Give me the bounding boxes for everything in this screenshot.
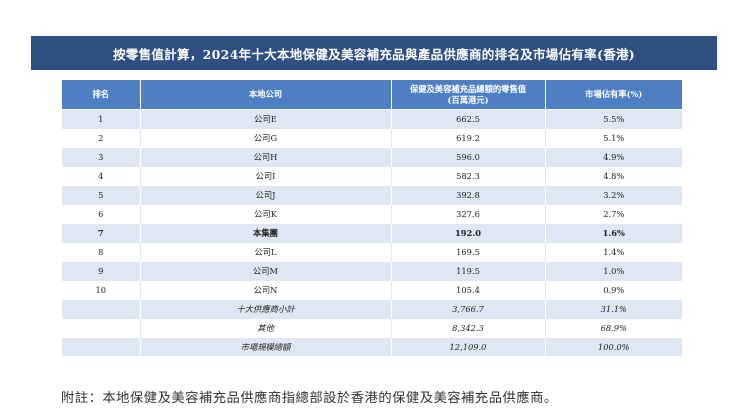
cell-company: 本集團 — [140, 223, 392, 243]
cell-share: 1.4% — [545, 242, 682, 262]
table-row: 9 公司M 119.5 1.0% — [62, 261, 682, 281]
cell-rank — [62, 299, 141, 319]
cell-company: 公司M — [140, 261, 392, 281]
cell-rank: 3 — [62, 147, 141, 167]
header-market-share: 市場佔有率(%) — [545, 80, 682, 110]
footnote: 附註：本地保健及美容補充品供應商指總部設於香港的保健及美容補充品供應商。 — [61, 391, 558, 406]
cell-rank: 10 — [62, 280, 141, 300]
cell-value: 619.2 — [391, 128, 546, 148]
summary-row-total: 市場規模總額 12,109.0 100.0% — [62, 337, 682, 356]
header-retail-value-line1: 保健及美容補充品總額的零售值 — [409, 83, 527, 94]
cell-summary-label: 市場規模總額 — [140, 337, 392, 356]
table-row: 4 公司I 582.3 4.8% — [62, 166, 682, 186]
cell-summary-label: 其他 — [140, 318, 392, 338]
ranking-table: 排名 本地公司 保健及美容補充品總額的零售值 (百萬港元) 市場佔有率(%) 1… — [62, 80, 682, 356]
cell-value: 192.0 — [391, 223, 546, 243]
cell-rank: 5 — [62, 185, 141, 205]
cell-share: 5.5% — [545, 109, 682, 129]
cell-value: 12,109.0 — [391, 337, 546, 356]
cell-value: 169.5 — [391, 242, 546, 262]
table-row: 8 公司L 169.5 1.4% — [62, 242, 682, 262]
table-row: 5 公司J 392.8 3.2% — [62, 185, 682, 205]
cell-share: 0.9% — [545, 280, 682, 300]
table-row: 2 公司G 619.2 5.1% — [62, 128, 682, 148]
summary-row-subtotal: 十大供應商小計 3,766.7 31.1% — [62, 299, 682, 319]
cell-rank: 6 — [62, 204, 141, 224]
cell-company: 公司G — [140, 128, 392, 148]
cell-rank: 8 — [62, 242, 141, 262]
cell-company: 公司H — [140, 147, 392, 167]
table-row: 6 公司K 327.6 2.7% — [62, 204, 682, 224]
table-title: 按零售值計算，2024年十大本地保健及美容補充品與產品供應商的排名及市場佔有率(… — [31, 36, 717, 70]
cell-rank: 9 — [62, 261, 141, 281]
cell-company: 公司L — [140, 242, 392, 262]
cell-summary-label: 十大供應商小計 — [140, 299, 392, 319]
cell-rank: 7 — [62, 223, 141, 243]
cell-share: 4.8% — [545, 166, 682, 186]
cell-value: 596.0 — [391, 147, 546, 167]
header-rank: 排名 — [62, 80, 141, 110]
header-retail-value: 保健及美容補充品總額的零售值 (百萬港元) — [391, 80, 546, 110]
cell-rank: 2 — [62, 128, 141, 148]
cell-company: 公司I — [140, 166, 392, 186]
cell-value: 327.6 — [391, 204, 546, 224]
cell-company: 公司K — [140, 204, 392, 224]
cell-company: 公司N — [140, 280, 392, 300]
summary-row-others: 其他 8,342.3 68.9% — [62, 318, 682, 338]
cell-value: 8,342.3 — [391, 318, 546, 338]
cell-rank: 4 — [62, 166, 141, 186]
cell-share: 2.7% — [545, 204, 682, 224]
header-company: 本地公司 — [140, 80, 392, 110]
cell-rank — [62, 318, 141, 338]
table-header-row: 排名 本地公司 保健及美容補充品總額的零售值 (百萬港元) 市場佔有率(%) — [62, 80, 682, 110]
cell-value: 3,766.7 — [391, 299, 546, 319]
cell-value: 105.4 — [391, 280, 546, 300]
cell-share: 1.6% — [545, 223, 682, 243]
cell-share: 4.9% — [545, 147, 682, 167]
table-row: 3 公司H 596.0 4.9% — [62, 147, 682, 167]
table-row-highlight-group: 7 本集團 192.0 1.6% — [62, 223, 682, 243]
cell-rank — [62, 337, 141, 356]
cell-value: 662.5 — [391, 109, 546, 129]
cell-share: 3.2% — [545, 185, 682, 205]
cell-share: 100.0% — [545, 337, 682, 356]
header-retail-value-unit: (百萬港元) — [447, 94, 489, 105]
cell-company: 公司E — [140, 109, 392, 129]
cell-share: 1.0% — [545, 261, 682, 281]
table-row: 10 公司N 105.4 0.9% — [62, 280, 682, 300]
cell-rank: 1 — [62, 109, 141, 129]
cell-company: 公司J — [140, 185, 392, 205]
cell-share: 31.1% — [545, 299, 682, 319]
cell-value: 119.5 — [391, 261, 546, 281]
cell-value: 582.3 — [391, 166, 546, 186]
table-row: 1 公司E 662.5 5.5% — [62, 109, 682, 129]
cell-value: 392.8 — [391, 185, 546, 205]
cell-share: 5.1% — [545, 128, 682, 148]
cell-share: 68.9% — [545, 318, 682, 338]
